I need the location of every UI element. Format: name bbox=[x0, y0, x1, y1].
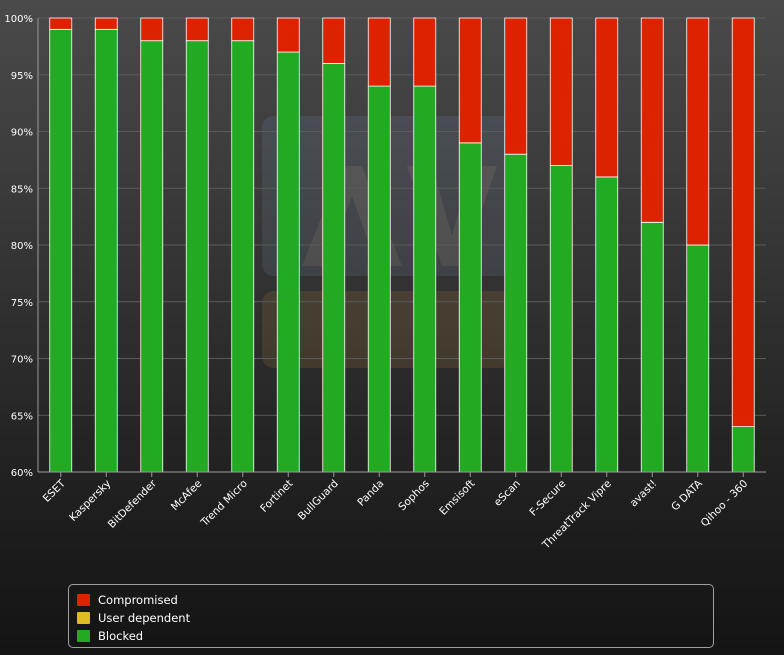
y-tick-label: 100% bbox=[4, 14, 33, 25]
legend-label-user-dependent: User dependent bbox=[98, 611, 191, 625]
bar-compromised[interactable] bbox=[94, 17, 118, 30]
bar-blocked[interactable] bbox=[686, 244, 710, 473]
y-tick-label: 85% bbox=[11, 184, 33, 195]
legend-swatch-compromised bbox=[77, 594, 90, 606]
x-tick-label: eScan bbox=[492, 478, 523, 509]
x-tick-label: Kaspersky bbox=[67, 478, 113, 524]
legend-swatch-user-dependent bbox=[77, 612, 90, 624]
x-tick-label: Emsisoft bbox=[437, 478, 477, 518]
y-tick-label: 60% bbox=[11, 468, 33, 479]
x-tick-label: Panda bbox=[355, 478, 386, 509]
bar-blocked[interactable] bbox=[549, 165, 573, 473]
bar-compromised[interactable] bbox=[140, 17, 164, 42]
x-tick-label: ESET bbox=[41, 477, 69, 505]
bar-compromised[interactable] bbox=[686, 17, 710, 246]
bar-compromised[interactable] bbox=[595, 17, 619, 178]
bar-blocked[interactable] bbox=[413, 85, 437, 473]
bar-blocked[interactable] bbox=[185, 40, 209, 473]
bar-compromised[interactable] bbox=[549, 17, 573, 166]
bar-blocked[interactable] bbox=[595, 176, 619, 473]
bar-blocked[interactable] bbox=[49, 28, 73, 473]
bar-blocked[interactable] bbox=[367, 85, 391, 473]
bar-blocked[interactable] bbox=[322, 63, 346, 473]
y-tick-label: 90% bbox=[11, 128, 33, 139]
legend: Compromised User dependent Blocked bbox=[68, 584, 714, 648]
bar-blocked[interactable] bbox=[731, 426, 755, 473]
bar-blocked[interactable] bbox=[231, 40, 255, 473]
bar-blocked[interactable] bbox=[94, 28, 118, 473]
x-tick-label: F-Secure bbox=[527, 478, 568, 519]
bars bbox=[49, 17, 755, 473]
legend-item-user-dependent[interactable]: User dependent bbox=[77, 609, 713, 627]
bar-compromised[interactable] bbox=[640, 17, 664, 223]
x-tick-label: avast! bbox=[628, 478, 660, 510]
y-tick-label: 95% bbox=[11, 71, 33, 82]
x-tick-label: G DATA bbox=[669, 477, 705, 513]
bar-compromised[interactable] bbox=[413, 17, 437, 87]
x-tick-label: Sophos bbox=[396, 478, 432, 514]
bar-blocked[interactable] bbox=[640, 221, 664, 473]
y-tick-labels: 60% 65% 70% 75% 80% 85% 90% 95% 100% bbox=[4, 14, 33, 479]
y-tick-label: 65% bbox=[11, 411, 33, 422]
bar-compromised[interactable] bbox=[731, 17, 755, 428]
bar-compromised[interactable] bbox=[49, 17, 73, 30]
bar-compromised[interactable] bbox=[458, 17, 482, 144]
legend-item-blocked[interactable]: Blocked bbox=[77, 627, 713, 645]
stacked-bar-chart: 60% 65% 70% 75% 80% 85% 90% 95% 100% ESET Kaspers… bbox=[4, 14, 766, 552]
bar-blocked[interactable] bbox=[276, 51, 300, 473]
y-tick-label: 80% bbox=[11, 241, 33, 252]
x-tick-label: BitDefender bbox=[106, 477, 160, 531]
legend-swatch-blocked bbox=[77, 630, 90, 642]
x-tick-label: Fortinet bbox=[258, 478, 295, 515]
bar-compromised[interactable] bbox=[231, 17, 255, 42]
y-tick-label: 70% bbox=[11, 355, 33, 366]
bar-blocked[interactable] bbox=[504, 153, 528, 473]
y-tick-label: 75% bbox=[11, 298, 33, 309]
bar-compromised[interactable] bbox=[276, 17, 300, 53]
legend-item-compromised[interactable]: Compromised bbox=[77, 591, 713, 609]
axes bbox=[37, 18, 766, 473]
bar-blocked[interactable] bbox=[458, 142, 482, 473]
bar-compromised[interactable] bbox=[322, 17, 346, 64]
bar-compromised[interactable] bbox=[185, 17, 209, 42]
legend-label-blocked: Blocked bbox=[98, 629, 144, 643]
legend-label-compromised: Compromised bbox=[98, 593, 178, 607]
bar-compromised[interactable] bbox=[367, 17, 391, 87]
x-tick-label: BullGuard bbox=[296, 478, 341, 523]
x-tick-label: Qihoo - 360 bbox=[699, 478, 751, 530]
bar-compromised[interactable] bbox=[504, 17, 528, 155]
x-tick-label: Trend Micro bbox=[198, 478, 250, 530]
bar-blocked[interactable] bbox=[140, 40, 164, 473]
x-tick-label: McAfee bbox=[169, 478, 205, 514]
